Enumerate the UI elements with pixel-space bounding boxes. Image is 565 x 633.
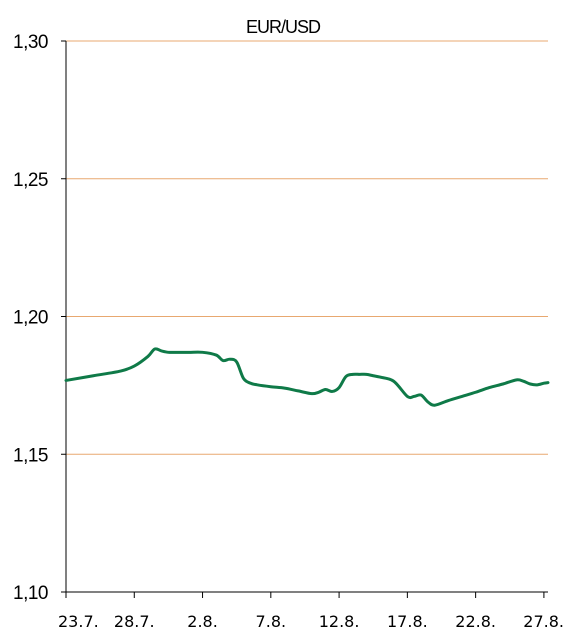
- x-tick-label-5: 17.8.: [387, 612, 428, 631]
- y-tick-label-1: 1,25: [13, 170, 48, 191]
- y-tick-label-3: 1,15: [13, 445, 48, 466]
- x-tick-label-0: 23.7.: [58, 612, 99, 631]
- gridlines: [66, 40, 548, 455]
- y-tick-label-2: 1,20: [13, 308, 48, 329]
- series-line-0: [64, 347, 550, 407]
- x-tick-labels: 23.7. 28.7. 2.8. 7.8. 12.8. 17.8. 22.8. 27.8.: [58, 612, 564, 631]
- x-tick-label-1: 28.7.: [114, 612, 155, 631]
- x-tick-label-2: 2.8.: [187, 612, 218, 631]
- x-tick-label-6: 22.8.: [455, 612, 496, 631]
- x-tick-label-3: 7.8.: [256, 612, 287, 631]
- axes: [61, 40, 548, 598]
- y-tick-labels: 1,30 1,25 1,20 1,15 1,10: [13, 32, 48, 604]
- y-tick-label-0: 1,30: [13, 32, 48, 53]
- chart-title: EUR/USD: [246, 17, 321, 37]
- series-layer: [64, 347, 550, 407]
- x-tick-label-7: 27.8.: [523, 612, 564, 631]
- y-tick-label-4: 1,10: [13, 583, 48, 604]
- x-tick-label-4: 12.8.: [319, 612, 360, 631]
